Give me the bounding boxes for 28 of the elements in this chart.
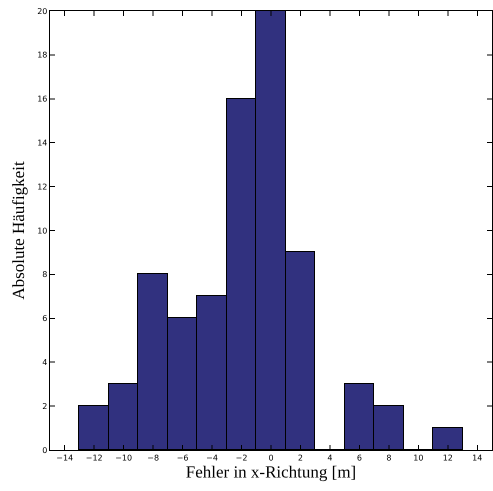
x-tick-label: −2	[236, 454, 248, 463]
x-tick-label: 0	[268, 454, 274, 463]
y-tick-label: 18	[37, 50, 48, 60]
y-tick-label: 12	[37, 182, 48, 192]
y-tick-label: 2	[42, 402, 48, 411]
x-tick-label: 10	[413, 454, 424, 463]
y-tick-label: 20	[37, 6, 48, 16]
y-tick-label: 10	[37, 226, 48, 236]
x-tick-label: 8	[386, 454, 392, 463]
y-tick-label: 8	[42, 270, 48, 280]
x-tick-label: −12	[86, 454, 103, 463]
x-tick-label: −10	[115, 454, 132, 463]
y-tick-label: 0	[42, 446, 48, 455]
y-tick-label: 16	[37, 94, 48, 104]
x-tick-label: −8	[147, 454, 160, 463]
x-tick-label: 14	[472, 454, 482, 463]
x-tick-label: 12	[442, 454, 453, 463]
x-tick-label: 4	[327, 454, 332, 463]
x-tick-label: −14	[56, 454, 74, 463]
y-tick-label: 14	[37, 138, 48, 148]
x-tick-label: 6	[356, 454, 362, 463]
y-tick-label: 6	[42, 314, 48, 324]
x-axis-title: Fehler in x-Richtung [m]	[186, 462, 356, 482]
y-axis-title: Absolute Häufigkeit	[8, 161, 28, 300]
x-tick-label: −4	[206, 454, 218, 463]
x-tick-label: −6	[176, 454, 188, 463]
y-tick-label: 4	[42, 358, 48, 367]
x-tick-label: 2	[298, 454, 304, 463]
